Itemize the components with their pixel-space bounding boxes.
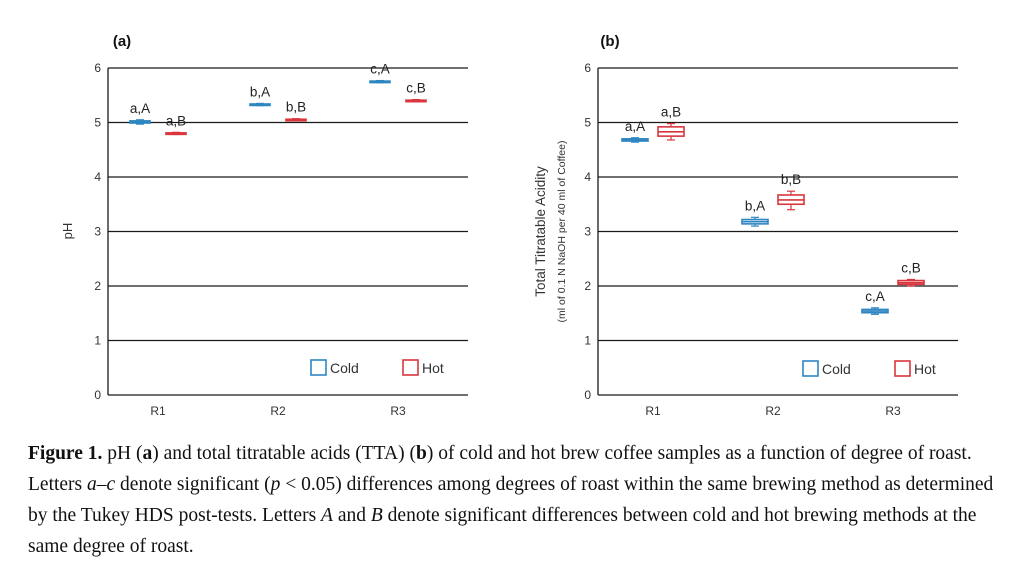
x-tick-label: R3 — [390, 404, 406, 418]
legend: Cold Hot — [802, 360, 936, 377]
significance-label: a,A — [625, 119, 645, 134]
significance-label: a,B — [661, 105, 681, 120]
y-tick-label: 1 — [94, 334, 101, 348]
caption-label: Figure 1. — [28, 443, 103, 464]
y-tick-label: 0 — [584, 388, 591, 402]
box-hot-r3 — [897, 278, 925, 287]
caption-text-12: B — [370, 505, 383, 526]
box-cold-r3 — [369, 79, 391, 84]
x-tick-label: R1 — [645, 404, 661, 418]
y-tick-label: 3 — [584, 225, 591, 239]
significance-label: b,A — [745, 198, 765, 213]
x-tick-label: R2 — [765, 404, 781, 418]
significance-label: c,A — [370, 62, 390, 77]
caption-text-6: a–c — [87, 474, 116, 495]
panel-b-tta-chart: 0 1 2 3 4 5 6 R1 R2 R3 (b) Total Titratable Acidity… — [533, 33, 958, 418]
significance-label: b,B — [286, 100, 306, 115]
y-tick-label: 6 — [94, 61, 101, 75]
y-axis-label: pH — [60, 223, 75, 240]
significance-label: b,A — [250, 84, 270, 99]
legend-label-cold: Cold — [822, 361, 851, 377]
y-tick-label: 1 — [584, 334, 591, 348]
significance-label: b,B — [781, 172, 801, 187]
caption-text-4: b — [415, 443, 427, 464]
y-tick-label: 6 — [584, 61, 591, 75]
y-tick-label: 5 — [94, 116, 101, 130]
panel-label: (a) — [113, 33, 131, 50]
x-tick-label: R3 — [885, 404, 901, 418]
y-axis-label-secondary: (ml of 0.1 N NaOH per 40 ml of Coffee) — [556, 141, 568, 323]
figure-caption: Figure 1. pH (a) and total titratable ac… — [28, 438, 1003, 562]
caption-text-10: A — [321, 505, 333, 526]
box-cold-r3 — [861, 307, 889, 315]
y-tick-label: 5 — [584, 116, 591, 130]
legend-label-hot: Hot — [422, 360, 444, 376]
figure-1: 0 1 2 3 4 5 6 R1 R2 R3 (a) pH a,A b,A c,A a,B b,B c,B Cold… — [60, 33, 958, 418]
caption-text-3: ) and total titratable acids (TTA) ( — [152, 443, 416, 464]
caption-text-13: denote significant differences between c… — [28, 505, 977, 557]
y-axis-label: Total Titratable Acidity — [533, 166, 548, 297]
significance-label: c,A — [865, 289, 885, 304]
caption-text-7: denote significant ( — [115, 474, 271, 495]
box-cold-r2 — [249, 102, 271, 107]
caption-text-5: ) of cold and hot brew coffee samples as… — [28, 443, 972, 495]
box-hot-r1 — [657, 122, 685, 141]
legend-label-hot: Hot — [914, 361, 936, 377]
panel-label: (b) — [600, 33, 619, 50]
box-cold-r1 — [129, 119, 151, 125]
panel-a-ph-chart: 0 1 2 3 4 5 6 R1 R2 R3 (a) pH a,A b,A c,A a,B b,B c,B Cold… — [60, 33, 468, 418]
significance-label: c,B — [406, 81, 426, 96]
caption-text-8: p — [270, 474, 281, 495]
x-tick-label: R1 — [150, 404, 166, 418]
caption-text-11: and — [332, 505, 371, 526]
y-tick-label: 4 — [584, 170, 591, 184]
significance-label: a,B — [166, 113, 186, 128]
caption-text-1: pH ( — [102, 443, 143, 464]
x-tick-label: R2 — [270, 404, 286, 418]
y-tick-label: 2 — [584, 279, 591, 293]
legend-swatch-hot — [402, 359, 419, 376]
box-hot-r2 — [285, 118, 307, 122]
y-tick-label: 2 — [94, 279, 101, 293]
box-cold-r1 — [621, 137, 649, 143]
legend: Cold Hot — [310, 359, 444, 376]
legend-swatch-hot — [894, 360, 911, 377]
box-cold-r2 — [741, 216, 769, 227]
y-tick-label: 0 — [94, 388, 101, 402]
box-hot-r2 — [777, 190, 805, 211]
caption-text-2: a — [142, 443, 153, 464]
y-tick-label: 4 — [94, 170, 101, 184]
legend-swatch-cold — [802, 360, 819, 377]
legend-label-cold: Cold — [330, 360, 359, 376]
box-hot-r3 — [405, 99, 427, 103]
significance-label: c,B — [901, 260, 921, 275]
box-hot-r1 — [165, 131, 187, 136]
caption-text-9: < 0.05) differences among degrees of roa… — [28, 474, 994, 526]
significance-label: a,A — [130, 101, 150, 116]
y-tick-label: 3 — [94, 225, 101, 239]
legend-swatch-cold — [310, 359, 327, 376]
